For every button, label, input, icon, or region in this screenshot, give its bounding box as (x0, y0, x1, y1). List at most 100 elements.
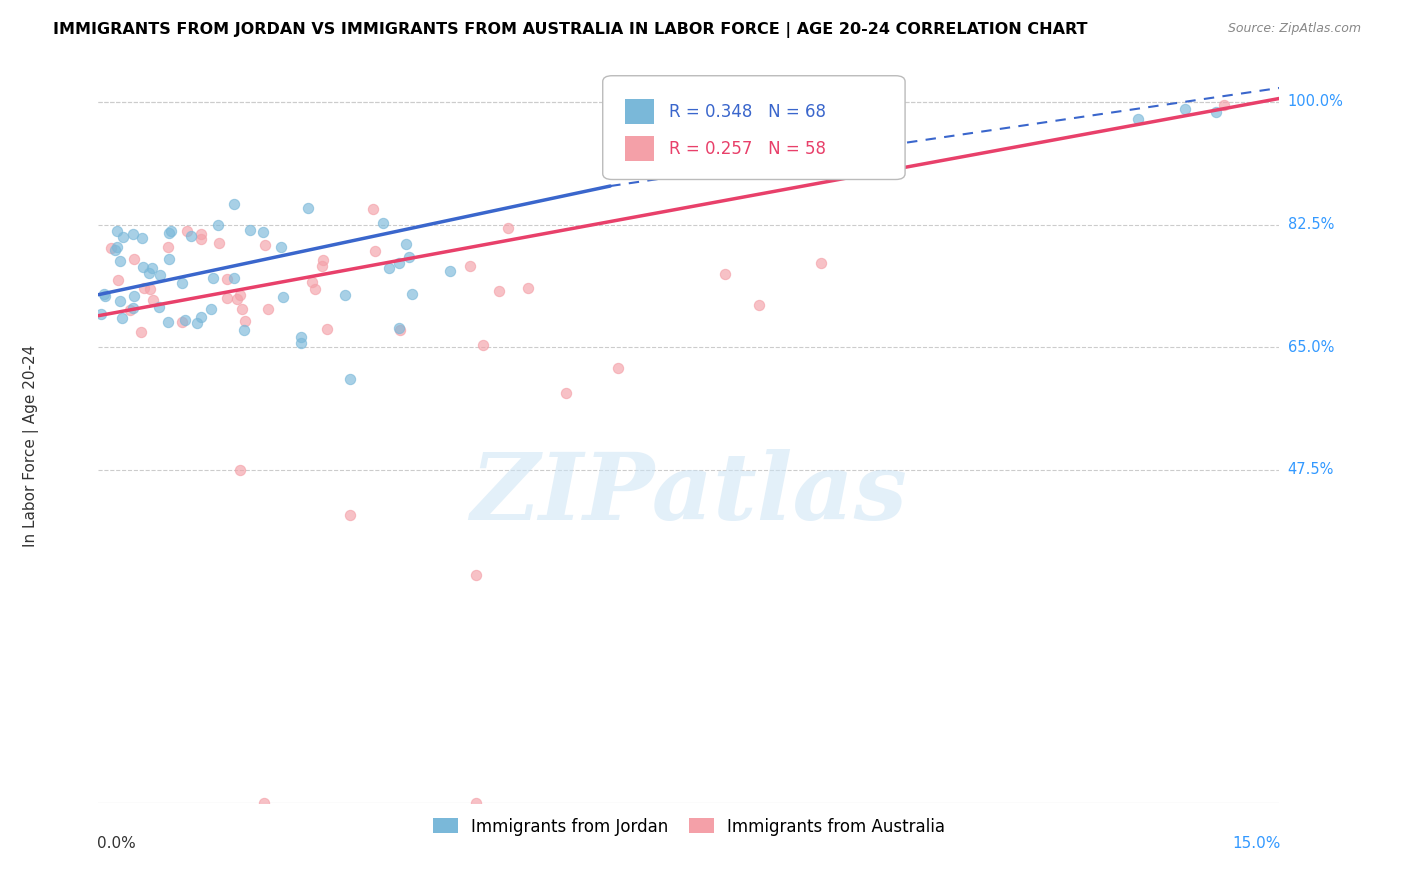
Point (554, 385, 576, 400)
Point (222, 271, 245, 285)
Point (312, 252, 335, 267)
Point (465, 568, 488, 582)
Point (257, 301, 280, 316)
Text: 100.0%: 100.0% (1288, 95, 1344, 110)
Point (304, 282, 326, 296)
Point (141, 260, 163, 275)
Point (172, 315, 194, 329)
Point (301, 275, 323, 289)
Point (270, 240, 292, 254)
FancyBboxPatch shape (626, 99, 654, 124)
Point (377, 260, 399, 275)
Text: 47.5%: 47.5% (1288, 462, 1334, 477)
Point (333, 288, 356, 302)
Point (224, 197, 246, 211)
Point (142, 293, 165, 307)
Point (173, 313, 195, 327)
Point (121, 301, 143, 315)
Point (201, 270, 224, 285)
Point (132, 281, 155, 295)
Point (311, 260, 333, 274)
Point (208, 235, 231, 250)
Point (129, 326, 152, 340)
Point (157, 252, 180, 266)
Point (253, 238, 276, 252)
Point (465, 796, 488, 810)
Point (363, 202, 385, 217)
Point (229, 288, 252, 302)
Point (207, 218, 229, 232)
Point (107, 272, 129, 286)
Point (290, 330, 312, 344)
Point (748, 298, 770, 312)
Point (190, 227, 212, 241)
Point (217, 291, 239, 305)
Point (232, 323, 254, 337)
Point (395, 237, 418, 252)
Text: 82.5%: 82.5% (1288, 217, 1334, 232)
Text: 65.0%: 65.0% (1288, 340, 1334, 355)
Point (215, 271, 238, 285)
Text: R = 0.257   N = 58: R = 0.257 N = 58 (669, 139, 825, 158)
Point (156, 240, 179, 254)
Point (388, 256, 411, 270)
Point (363, 244, 385, 258)
Point (148, 300, 170, 314)
Text: IMMIGRANTS FROM JORDAN VS IMMIGRANTS FROM AUSTRALIA IN LABOR FORCE | AGE 20-24 C: IMMIGRANTS FROM JORDAN VS IMMIGRANTS FRO… (53, 22, 1088, 38)
Point (488, 284, 510, 298)
Point (122, 252, 145, 267)
Point (713, 267, 735, 281)
Point (108, 254, 131, 268)
Point (94, 289, 117, 303)
Point (271, 290, 294, 304)
Text: 0.0%: 0.0% (97, 836, 136, 851)
Point (157, 226, 180, 240)
FancyBboxPatch shape (603, 76, 905, 179)
Point (1213, 98, 1236, 112)
Point (186, 316, 208, 330)
Point (90, 307, 112, 321)
Point (138, 282, 160, 296)
Point (439, 264, 461, 278)
Point (388, 321, 411, 335)
Point (316, 322, 339, 336)
Point (93, 287, 115, 301)
Point (131, 231, 153, 245)
Text: 15.0%: 15.0% (1232, 836, 1281, 851)
Point (131, 260, 153, 274)
Text: ZIPatlas: ZIPatlas (471, 449, 907, 539)
Point (1205, 105, 1227, 120)
Point (398, 250, 420, 264)
Point (170, 276, 193, 290)
Point (105, 224, 128, 238)
Point (122, 227, 145, 241)
Point (124, 288, 146, 302)
Point (297, 201, 319, 215)
Point (388, 323, 411, 337)
Text: Source: ZipAtlas.com: Source: ZipAtlas.com (1227, 22, 1361, 36)
Point (108, 293, 131, 308)
Point (159, 224, 181, 238)
Point (1126, 112, 1149, 127)
Point (229, 463, 252, 477)
Legend: Immigrants from Jordan, Immigrants from Australia: Immigrants from Jordan, Immigrants from … (426, 811, 952, 842)
Point (138, 266, 160, 280)
Point (810, 256, 832, 270)
Point (176, 224, 198, 238)
Point (1174, 102, 1197, 116)
Point (157, 315, 180, 329)
Point (100, 241, 122, 255)
Point (290, 336, 312, 351)
Point (339, 508, 361, 523)
Point (200, 302, 222, 317)
Point (496, 221, 519, 235)
Point (460, 259, 482, 273)
Text: R = 0.348   N = 68: R = 0.348 N = 68 (669, 103, 825, 120)
Point (373, 216, 395, 230)
Point (235, 313, 257, 327)
Point (149, 268, 172, 283)
FancyBboxPatch shape (626, 136, 654, 161)
Point (239, 222, 262, 236)
Point (190, 310, 212, 324)
Point (120, 302, 142, 317)
